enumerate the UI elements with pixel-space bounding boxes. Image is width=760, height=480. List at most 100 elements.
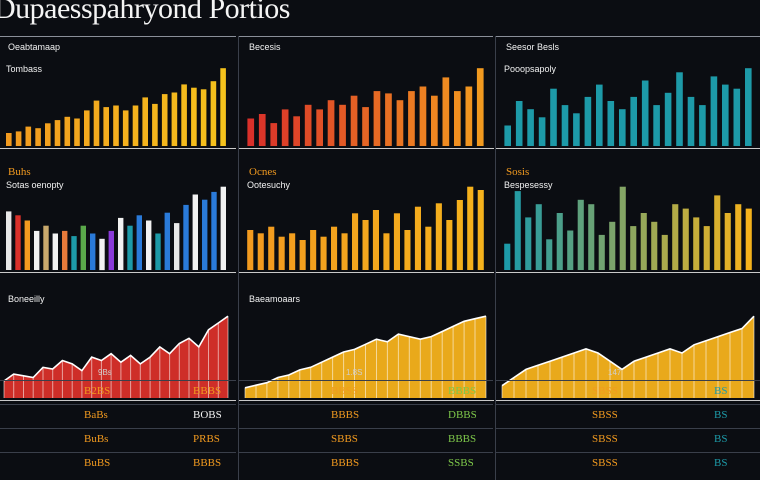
bar [396,100,404,146]
bar [607,101,615,146]
bar [247,230,254,270]
bar [546,239,553,270]
bar [211,191,217,270]
bar [257,233,264,270]
bar [640,213,647,270]
chart-svg [247,68,484,146]
summary-value: BS [714,457,728,469]
bar [62,230,68,270]
baseline [239,400,494,401]
bar [331,226,338,270]
bar [350,95,358,146]
baseline [496,272,760,273]
bar [419,86,427,146]
baseline [496,400,760,401]
bar [535,204,542,270]
summary-row: SBBS BBBS [239,428,493,451]
panel-sublabel: Bespesessy [504,180,553,190]
bar [467,186,474,270]
bar [477,190,484,270]
summary-value: DBBS [448,409,477,421]
panel-sublabel: Pooopsapoly [504,64,557,74]
summary-value: BOBS [193,409,222,421]
bar [672,204,679,270]
bar [745,208,752,270]
summary-row: SBSS BS [496,404,760,427]
summary-value: BaBs [84,409,108,421]
bar [596,84,603,146]
chart-svg [3,315,229,398]
baseline [0,272,236,273]
bar [682,208,689,270]
chart-svg [504,68,752,146]
bar [84,110,90,146]
series-line [501,315,755,387]
page-title: Dupaesspahryond Portios [0,0,290,25]
summary-value: SBSS [592,385,618,397]
bar [192,194,198,270]
bar [310,230,317,270]
bar [174,223,180,270]
bar [393,213,400,270]
bar [220,186,226,270]
bar [341,233,348,270]
bar [435,203,442,270]
chart-svg [501,315,755,398]
chart-svg [6,68,226,146]
bar [609,221,616,270]
bar [414,206,421,270]
bar [573,113,580,146]
bar [299,240,306,270]
bar [431,95,438,146]
bar [278,236,285,270]
tick-label: 1.8S [346,368,363,377]
bar [515,101,523,146]
bar [661,234,668,270]
summary-row: BuBs PRBS [0,428,236,451]
bar [25,126,32,146]
summary-value: BBBS [448,433,477,445]
summary-row: BaBs BOBS [0,404,236,427]
summary-row: SBSS BS [496,428,760,451]
bar [641,80,649,146]
bar [108,230,114,270]
bar [514,191,521,270]
bar [425,226,432,270]
chart-panel: Ocnes Ootesuchy [239,160,494,280]
summary-row: BuBS BBBS [0,452,236,475]
bar [465,86,473,146]
bar [35,128,41,146]
bar [567,230,574,270]
bar [202,199,208,270]
bar [584,96,592,146]
tick-label: 147 [608,368,622,377]
summary-value: BuBs [84,433,109,445]
chart-svg [247,186,484,270]
baseline [0,148,236,149]
summary-value: BBBS [193,385,222,397]
bar [504,125,511,146]
bar [476,68,484,146]
summary-value: BBBS [193,457,222,469]
bar [383,233,390,270]
area-fill [502,316,754,398]
summary-value: BS [714,433,728,445]
bar [268,226,275,270]
bar [525,217,532,270]
bar [220,68,226,146]
baseline [239,272,494,273]
bar [136,215,142,270]
panel-label: Ocnes [249,166,277,178]
bar [699,105,706,146]
summary-value: SSBS [448,457,474,469]
bar [588,204,595,270]
summary-value: B2BS [84,385,111,397]
bar [293,116,300,146]
summary-value: SBSS [592,457,618,469]
bar [442,77,450,146]
bar [191,87,197,146]
bar [538,117,546,146]
bar [362,220,369,270]
bar [504,243,511,270]
bar [446,220,453,270]
